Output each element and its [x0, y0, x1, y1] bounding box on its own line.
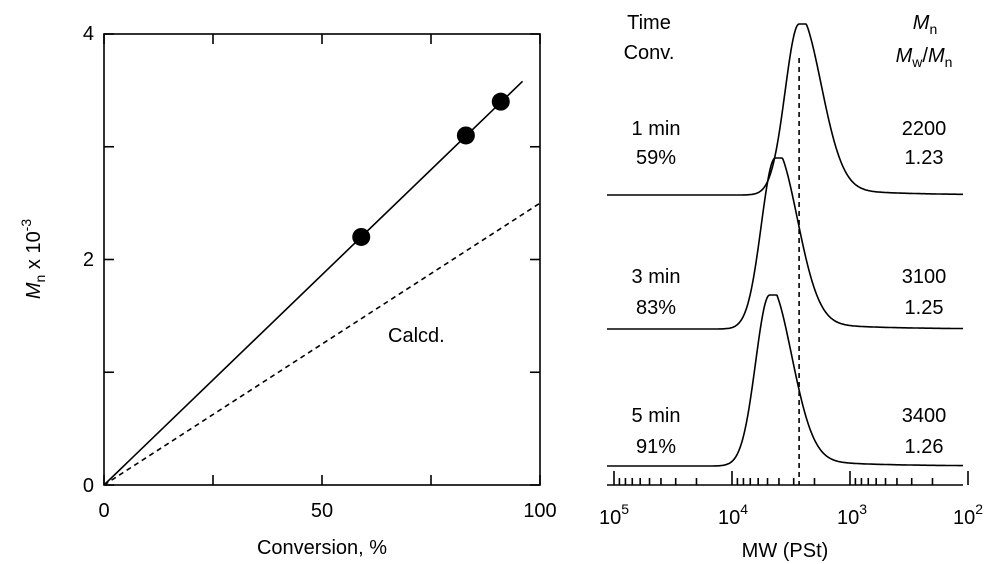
- y-axis-label-sub: n: [32, 275, 48, 283]
- row2-mn: 3100: [902, 266, 947, 288]
- left-plot-frame: [103, 33, 541, 486]
- header-pdi: Mw/Mn: [896, 45, 953, 70]
- right-ticks: [613, 471, 969, 485]
- data-point: [456, 126, 475, 145]
- x-tick-label-100: 100: [523, 500, 556, 522]
- y-axis-label-suffix: x 10: [23, 231, 45, 274]
- gpc-traces: [607, 23, 964, 467]
- y-tick-label-2: 2: [83, 249, 94, 271]
- fit-line: [103, 80, 524, 486]
- data-points: [352, 92, 510, 246]
- row1-time: 1 min: [632, 118, 681, 140]
- gpc-trace-3: [607, 294, 963, 467]
- y-axis-label: Mn x 10-3: [18, 219, 48, 299]
- row3-conv: 91%: [636, 436, 676, 458]
- y-tick-label-4: 4: [83, 23, 94, 45]
- mw-tick-label-1e5: 105: [599, 501, 629, 529]
- y-axis-label-exp: -3: [18, 219, 34, 232]
- row2-time: 3 min: [632, 266, 681, 288]
- row1-pdi: 1.23: [905, 147, 944, 169]
- y-tick-label-0: 0: [83, 475, 94, 497]
- data-point: [352, 227, 371, 246]
- gpc-trace-1: [607, 23, 963, 196]
- row2-pdi: 1.25: [905, 297, 944, 319]
- row3-pdi: 1.26: [905, 436, 944, 458]
- header-mn: Mn: [913, 12, 937, 37]
- x-tick-label-0: 0: [98, 500, 109, 522]
- row3-time: 5 min: [632, 405, 681, 427]
- mw-tick-label-1e3: 103: [837, 501, 867, 529]
- header-time: Time: [627, 12, 671, 34]
- right-chart: 105 104 103 102 MW (PSt) Time Conv. Mn M…: [599, 12, 983, 562]
- calcd-line: [103, 202, 541, 486]
- left-chart: 0 2 4 0 50 100 Conversion, % Mn x 10-3 C…: [18, 23, 557, 559]
- mw-tick-label-1e4: 104: [718, 501, 748, 529]
- row2-conv: 83%: [636, 297, 676, 319]
- calcd-annotation: Calcd.: [388, 325, 445, 347]
- header-conv: Conv.: [624, 42, 675, 64]
- row1-mn: 2200: [902, 118, 947, 140]
- data-point: [491, 92, 510, 111]
- y-axis-label-main: M: [23, 282, 45, 299]
- row1-conv: 59%: [636, 147, 676, 169]
- gpc-trace-2: [607, 157, 964, 330]
- left-ticks: [103, 33, 541, 486]
- mw-tick-label-1e2: 102: [953, 501, 983, 529]
- x-axis-label: Conversion, %: [257, 537, 387, 559]
- mw-axis-label: MW (PSt): [742, 540, 829, 562]
- x-tick-label-50: 50: [311, 500, 333, 522]
- row3-mn: 3400: [902, 405, 947, 427]
